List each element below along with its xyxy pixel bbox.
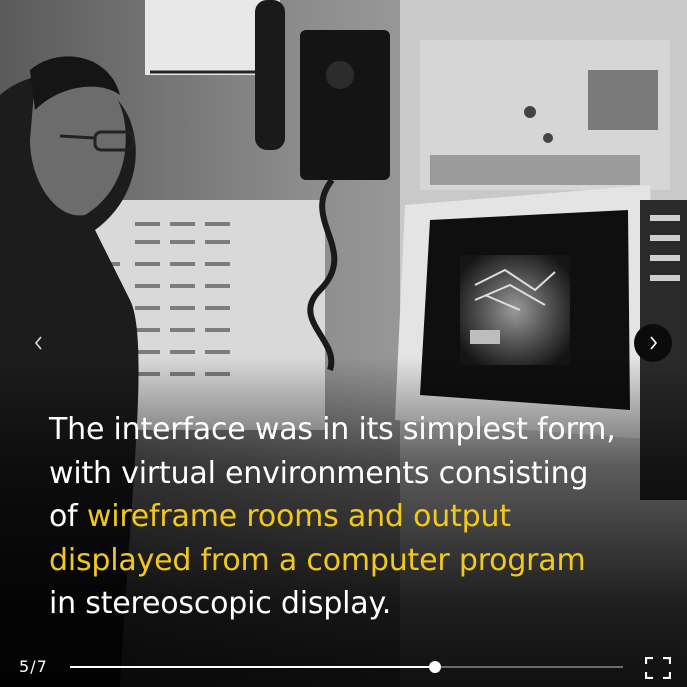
chevron-right-icon [650,336,658,350]
caption-line: of wireframe rooms and output [49,495,649,539]
fullscreen-icon[interactable] [645,657,671,679]
next-slide-button[interactable] [634,324,672,362]
slide-counter: 5/7 [19,657,48,676]
progress-track[interactable] [70,661,623,673]
caption-highlight: displayed from a computer program [49,542,586,578]
slide-counter-total: 7 [36,657,48,676]
caption-line: with virtual environments consisting [49,452,649,496]
caption-highlight: wireframe rooms and output [86,499,511,534]
chevron-left-icon [34,336,42,350]
progress-handle[interactable] [428,661,441,673]
slide-counter-separator: / [30,657,37,676]
caption-line: displayed from a computer program [49,539,649,583]
slide-counter-current: 5 [19,657,31,676]
previous-slide-button[interactable] [20,324,58,362]
caption-text: The interface was in its simplest form, [49,412,616,447]
caption-text: of [49,499,87,534]
caption-text: with virtual environments consisting [49,455,589,491]
caption-text: in stereoscopic display. [49,586,392,621]
slideshow-footer: 5/7 [0,648,687,687]
slide-caption: The interface was in its simplest form, w… [49,408,649,626]
caption-line: The interface was in its simplest form, [49,408,649,452]
progress-fill [70,666,435,668]
caption-line: in stereoscopic display. [49,582,649,626]
